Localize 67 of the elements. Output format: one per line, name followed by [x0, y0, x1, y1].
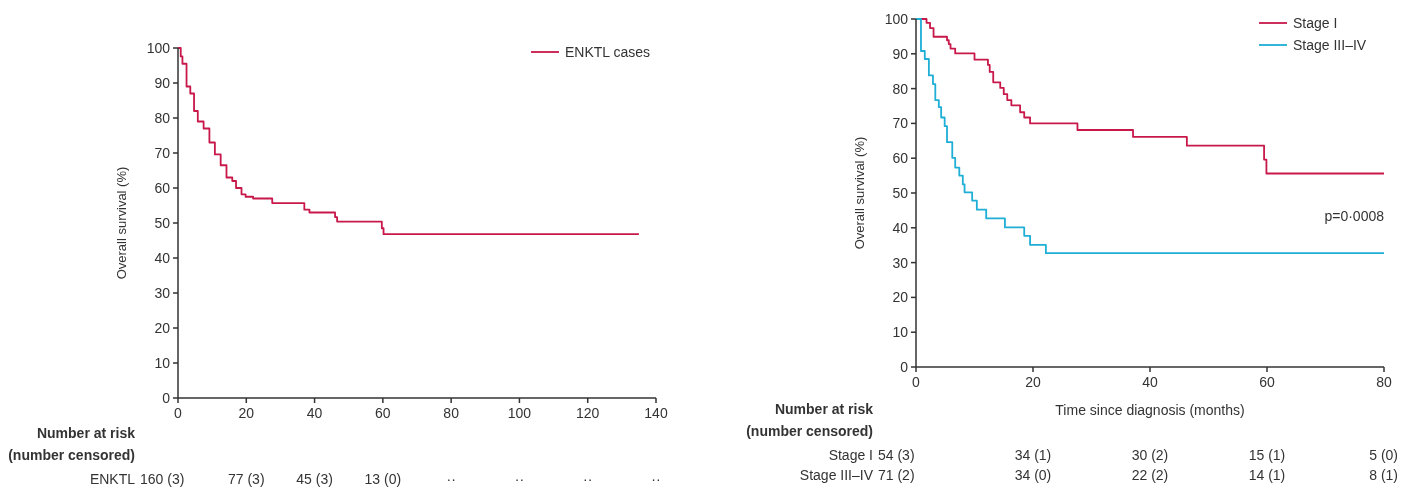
text: 34 (0): [1014, 467, 1052, 483]
y-tick-label: 90: [154, 75, 171, 91]
x-tick-label: 60: [1259, 374, 1275, 390]
x-tick-label: 100: [507, 405, 532, 421]
y-axis-title: Overall survival (%): [114, 166, 129, 280]
legend-label: Stage I: [1293, 15, 1338, 31]
y-tick-label: 0: [900, 359, 909, 375]
text: (number censored): [746, 423, 873, 439]
x-tick-label: 20: [1025, 374, 1041, 390]
x-tick-label: 80: [443, 405, 460, 421]
text: 8 (1): [1369, 467, 1398, 483]
y-tick-label: 30: [154, 285, 171, 301]
x-tick-label: 140: [644, 405, 668, 421]
text: (number censored): [8, 447, 135, 463]
y-tick-label: 70: [892, 115, 909, 132]
x-tick-label: 40: [306, 405, 323, 421]
y-tick-label: 20: [892, 289, 909, 306]
text: ENKTL: [89, 471, 136, 487]
legend-label: ENKTL cases: [565, 44, 651, 60]
text: Stage I: [828, 447, 873, 463]
y-tick-label: 0: [162, 390, 171, 406]
y-tick-label: 80: [892, 80, 909, 97]
text: 54 (3): [878, 447, 915, 463]
y-tick-label: 60: [892, 150, 909, 167]
text: 5 (0): [1369, 447, 1398, 463]
y-tick-label: 40: [154, 250, 171, 266]
text: 30 (2): [1131, 447, 1169, 463]
x-tick-label: 80: [1376, 374, 1392, 390]
y-tick-label: 70: [154, 145, 171, 161]
text: ··: [583, 471, 593, 487]
text: 160 (3): [140, 471, 185, 487]
text: Stage III–IV: [799, 467, 874, 483]
x-tick-label: 0: [174, 405, 183, 421]
y-tick-label: 50: [154, 215, 171, 231]
y-axis-title: Overall survival (%): [852, 136, 867, 250]
y-tick-label: 10: [154, 355, 171, 371]
text: Number at risk: [774, 401, 874, 417]
text: ··: [446, 471, 456, 487]
y-tick-label: 20: [154, 320, 171, 336]
y-tick-label: 60: [154, 180, 171, 196]
text: 15 (1): [1248, 447, 1286, 463]
y-tick-label: 30: [892, 254, 909, 271]
x-tick-label: 20: [238, 405, 255, 421]
y-tick-label: 80: [154, 110, 171, 126]
x-axis-title: Time since diagnosis (months): [1055, 402, 1245, 418]
y-tick-label: 90: [892, 45, 909, 62]
x-tick-label: 120: [576, 405, 600, 421]
text: 34 (1): [1014, 447, 1052, 463]
text: 13 (0): [364, 471, 402, 487]
text: 71 (2): [878, 467, 915, 483]
text: ··: [514, 471, 525, 487]
x-tick-label: 40: [1142, 374, 1158, 390]
text: 45 (3): [296, 471, 333, 487]
text: ··: [651, 471, 661, 487]
text: Number at risk: [36, 425, 136, 441]
x-tick-label: 60: [375, 405, 391, 421]
y-tick-label: 10: [892, 324, 909, 341]
y-tick-label: 50: [892, 185, 909, 201]
y-tick-label: 40: [892, 219, 909, 236]
text: 22 (2): [1131, 467, 1169, 483]
legend-label: Stage III–IV: [1293, 37, 1367, 53]
y-tick-label: 100: [146, 40, 171, 56]
text: 14 (1): [1248, 467, 1286, 483]
annotation: p=0·0008: [1324, 207, 1385, 224]
text: 77 (3): [228, 471, 265, 487]
x-tick-label: 0: [912, 374, 921, 390]
y-tick-label: 100: [884, 11, 909, 27]
